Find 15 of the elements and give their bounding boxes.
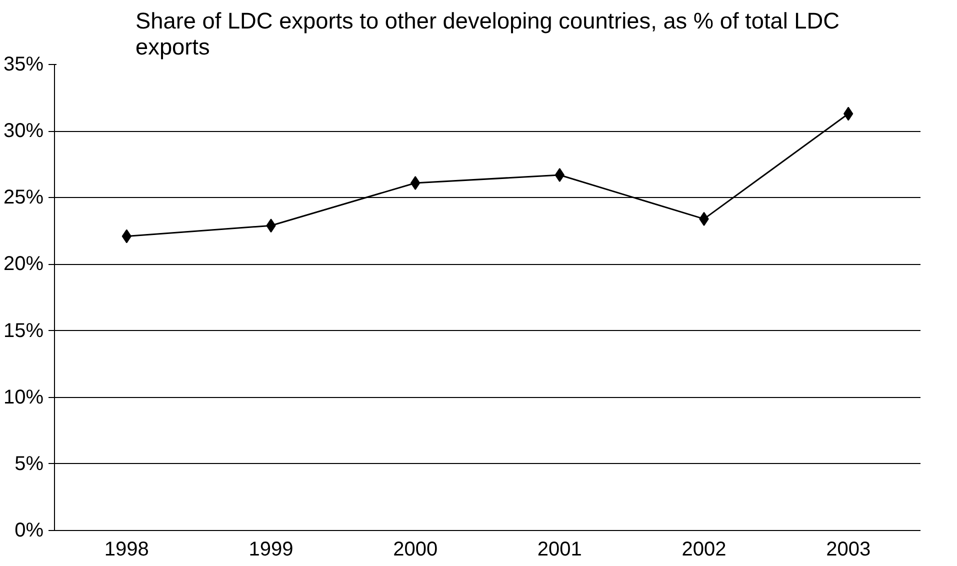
x-tick-label: 2001 bbox=[537, 538, 582, 560]
y-tick-label: 10% bbox=[3, 386, 44, 408]
y-tick-label: 5% bbox=[14, 452, 44, 475]
y-tick-label: 35% bbox=[3, 54, 44, 76]
x-tick-label: 1998 bbox=[104, 538, 149, 560]
y-tick-label: 30% bbox=[3, 120, 44, 142]
y-tick-label: 20% bbox=[3, 253, 44, 276]
y-tick-label: 15% bbox=[3, 320, 44, 342]
x-tick-label: 1999 bbox=[248, 538, 294, 560]
y-tick-label: 0% bbox=[14, 520, 44, 542]
x-tick-label: 2003 bbox=[826, 538, 871, 560]
x-tick-label: 2000 bbox=[393, 538, 438, 560]
x-tick-label: 2002 bbox=[682, 538, 726, 560]
chart-title: Share of LDC exports to other developing countries, as % of total LDC exports bbox=[136, 8, 840, 60]
y-tick-label: 25% bbox=[3, 186, 44, 209]
